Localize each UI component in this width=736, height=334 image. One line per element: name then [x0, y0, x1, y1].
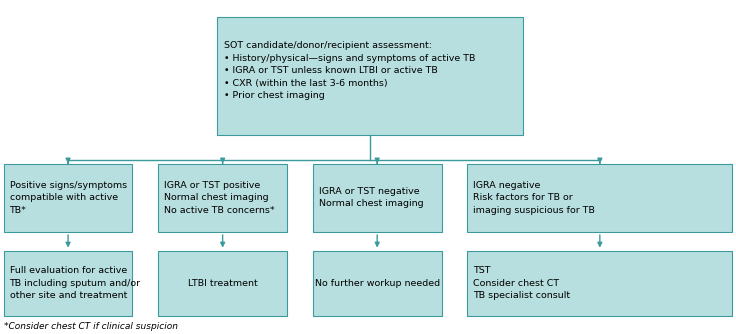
FancyBboxPatch shape	[158, 164, 287, 232]
FancyBboxPatch shape	[4, 164, 132, 232]
Text: *Consider chest CT if clinical suspicion: *Consider chest CT if clinical suspicion	[4, 322, 177, 331]
Text: Full evaluation for active
TB including sputum and/or
other site and treatment: Full evaluation for active TB including …	[10, 267, 141, 300]
Text: LTBI treatment: LTBI treatment	[188, 279, 258, 288]
Text: IGRA or TST negative
Normal chest imaging: IGRA or TST negative Normal chest imagin…	[319, 187, 423, 208]
Text: Positive signs/symptoms
compatible with active
TB*: Positive signs/symptoms compatible with …	[10, 181, 127, 214]
Text: IGRA negative
Risk factors for TB or
imaging suspicious for TB: IGRA negative Risk factors for TB or ima…	[473, 181, 595, 214]
FancyBboxPatch shape	[313, 250, 442, 316]
FancyBboxPatch shape	[158, 250, 287, 316]
Text: SOT candidate/donor/recipient assessment:
• History/physical—signs and symptoms : SOT candidate/donor/recipient assessment…	[224, 41, 476, 101]
Text: IGRA or TST positive
Normal chest imaging
No active TB concerns*: IGRA or TST positive Normal chest imagin…	[164, 181, 275, 214]
FancyBboxPatch shape	[467, 250, 732, 316]
Text: No further workup needed: No further workup needed	[314, 279, 440, 288]
FancyBboxPatch shape	[4, 250, 132, 316]
FancyBboxPatch shape	[217, 17, 523, 135]
Text: TST
Consider chest CT
TB specialist consult: TST Consider chest CT TB specialist cons…	[473, 267, 570, 300]
FancyBboxPatch shape	[467, 164, 732, 232]
FancyBboxPatch shape	[313, 164, 442, 232]
